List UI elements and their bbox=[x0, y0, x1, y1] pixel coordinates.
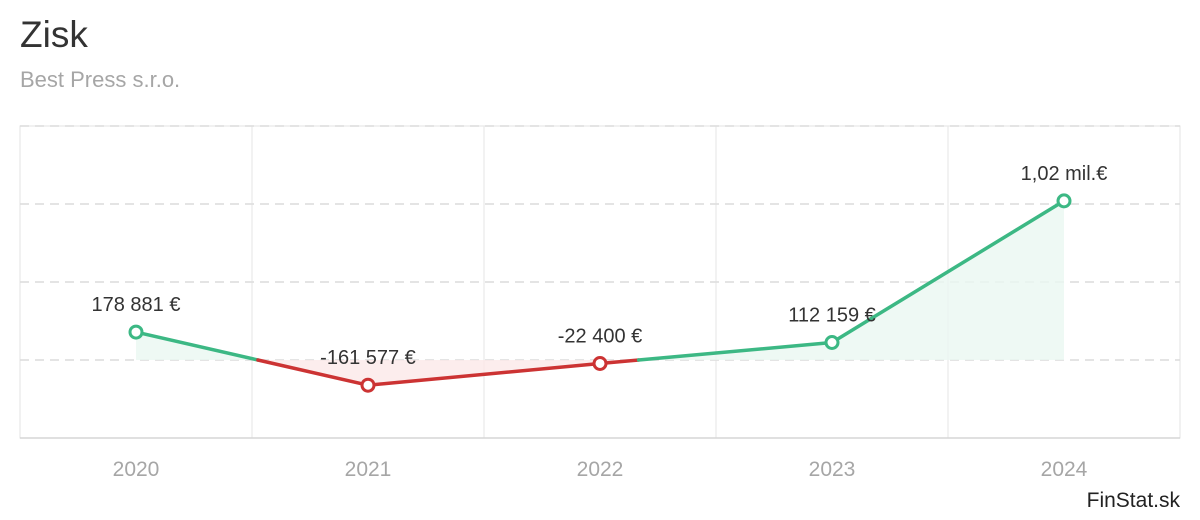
x-tick-label: 2020 bbox=[113, 458, 160, 481]
negative-line-segment bbox=[256, 358, 370, 387]
data-point bbox=[128, 324, 144, 340]
data-point bbox=[360, 377, 376, 393]
data-label: 112 159 € bbox=[788, 305, 876, 327]
x-tick-label: 2023 bbox=[809, 458, 856, 481]
data-point bbox=[592, 355, 608, 371]
chart-subtitle: Best Press s.r.o. bbox=[20, 67, 181, 92]
finstat-brand[interactable]: FinStat.sk bbox=[1086, 489, 1180, 512]
positive-line-segment bbox=[134, 330, 260, 362]
x-tick-label: 2024 bbox=[1041, 458, 1088, 481]
data-point bbox=[1056, 193, 1072, 209]
x-tick-label: 2021 bbox=[345, 458, 392, 481]
positive-line-segment bbox=[636, 340, 834, 362]
data-label: 178 881 € bbox=[92, 294, 181, 316]
data-point bbox=[824, 335, 840, 351]
chart-title: Zisk bbox=[20, 14, 88, 55]
positive-line-segment bbox=[830, 199, 1066, 345]
positive-area bbox=[832, 200, 1064, 360]
data-label: -22 400 € bbox=[558, 325, 643, 347]
x-tick-label: 2022 bbox=[577, 458, 624, 481]
data-label: 1,02 mil.€ bbox=[1021, 163, 1108, 185]
negative-line-segment bbox=[366, 361, 602, 387]
data-label: -161 577 € bbox=[320, 347, 416, 369]
